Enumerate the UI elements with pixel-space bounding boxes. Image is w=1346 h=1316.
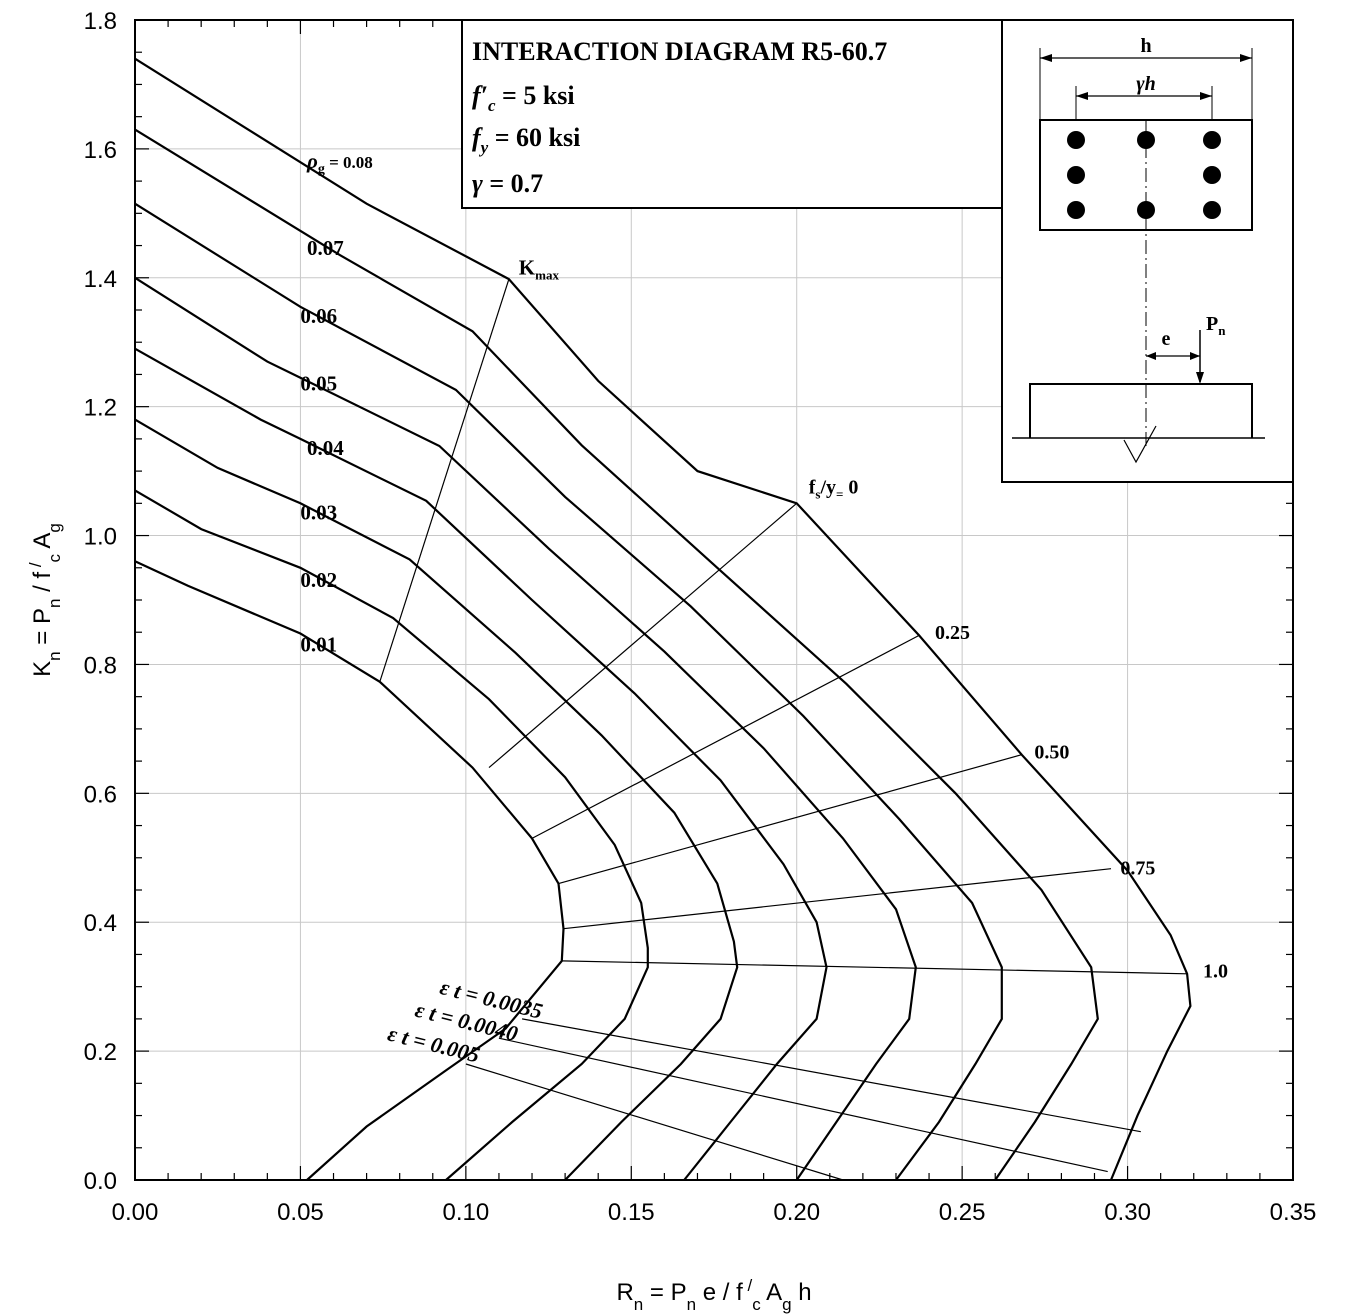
series-line-0.08 (134, 57, 1192, 1181)
kmax-label: Kmax (519, 256, 560, 283)
y-tick-label: 1.8 (84, 8, 117, 35)
x-tick-label: 0.25 (939, 1199, 986, 1226)
strain-line (563, 868, 1112, 930)
series-label: 0.01 (300, 633, 337, 657)
series-label: 0.05 (300, 372, 337, 396)
inset-e-label: e (1162, 328, 1171, 350)
series-label: 0.06 (300, 304, 337, 328)
rebar-dot (1067, 166, 1085, 184)
y-tick-label: 0.0 (84, 1168, 117, 1195)
rho-curves (134, 57, 1192, 1181)
x-axis-label: Rn = Pn e / f /c Ag h (616, 1276, 811, 1314)
strain-line (558, 754, 1022, 885)
section-inset: h γh e Pn (1001, 19, 1294, 483)
break-mark (1123, 425, 1157, 464)
rebar-dot (1203, 131, 1221, 149)
x-tick-label: 0.15 (608, 1199, 655, 1226)
series-label: 0.04 (307, 436, 344, 460)
param-fy: fy = 60 ksi (472, 123, 580, 157)
series-line-0.01 (134, 560, 565, 1181)
strain-label: 1.0 (1203, 961, 1228, 983)
kmax-line (379, 278, 510, 682)
rebar-dot (1067, 131, 1085, 149)
strain-line (498, 1037, 1108, 1173)
series-line-0.07 (134, 128, 1099, 1181)
y-tick-label: 0.6 (84, 781, 117, 808)
series-line-0.03 (134, 418, 739, 1181)
column-elevation (1029, 383, 1253, 438)
y-tick-label: 0.2 (84, 1039, 117, 1066)
y-tick-label: 0.8 (84, 652, 117, 679)
strain-label: 0.75 (1120, 857, 1155, 879)
y-axis-label: Kn = Pn / f /c Ag (26, 523, 64, 677)
strain-line (531, 634, 920, 839)
strain-label-fsfy: fs/y= 0 (809, 476, 859, 501)
pn-arrow-head (1196, 372, 1204, 384)
x-tick-label: 0.10 (442, 1199, 489, 1226)
inset-h-label: h (1140, 35, 1151, 57)
series-line-0.04 (134, 347, 828, 1181)
x-tick-label: 0.00 (112, 1199, 159, 1226)
rebar-dot (1203, 201, 1221, 219)
chart-title: INTERACTION DIAGRAM R5-60.7 (472, 37, 887, 66)
x-tick-label: 0.35 (1270, 1199, 1317, 1226)
series-label: 0.07 (307, 236, 344, 260)
y-tick-label: 0.4 (84, 910, 117, 937)
strain-lines (465, 502, 1188, 1181)
param-fc: f′c = 5 ksi (472, 81, 575, 115)
title-box-frame (461, 19, 1003, 209)
series-label-rho: ρg = 0.08 (306, 149, 373, 177)
y-tick-label: 1.4 (84, 266, 117, 293)
x-tick-label: 0.05 (277, 1199, 324, 1226)
y-tick-label: 1.2 (84, 395, 117, 422)
series-line-0.05 (134, 276, 917, 1181)
y-tick-label: 1.6 (84, 137, 117, 164)
inset-gamma-h-label: γh (1136, 73, 1155, 95)
x-tick-label: 0.20 (773, 1199, 820, 1226)
strain-line (521, 1018, 1141, 1133)
series-label: 0.02 (300, 568, 337, 592)
series-line-0.02 (134, 489, 649, 1181)
param-gamma: γ = 0.7 (472, 169, 543, 198)
strain-line (561, 960, 1188, 975)
strain-label: 0.50 (1034, 741, 1069, 763)
strain-label: 0.25 (935, 622, 970, 644)
series-line-0.06 (134, 202, 1003, 1181)
rebar-dot (1067, 201, 1085, 219)
strain-line (488, 502, 798, 769)
inset-frame (1001, 19, 1294, 483)
y-tick-label: 1.0 (84, 524, 117, 551)
inset-pn-label: Pn (1206, 313, 1226, 338)
strain-line (465, 1063, 844, 1181)
rebar-dot (1203, 166, 1221, 184)
x-tick-label: 0.30 (1104, 1199, 1151, 1226)
series-label: 0.03 (300, 500, 337, 524)
title-box: INTERACTION DIAGRAM R5-60.7 f′c = 5 ksi fy… (461, 19, 1003, 209)
